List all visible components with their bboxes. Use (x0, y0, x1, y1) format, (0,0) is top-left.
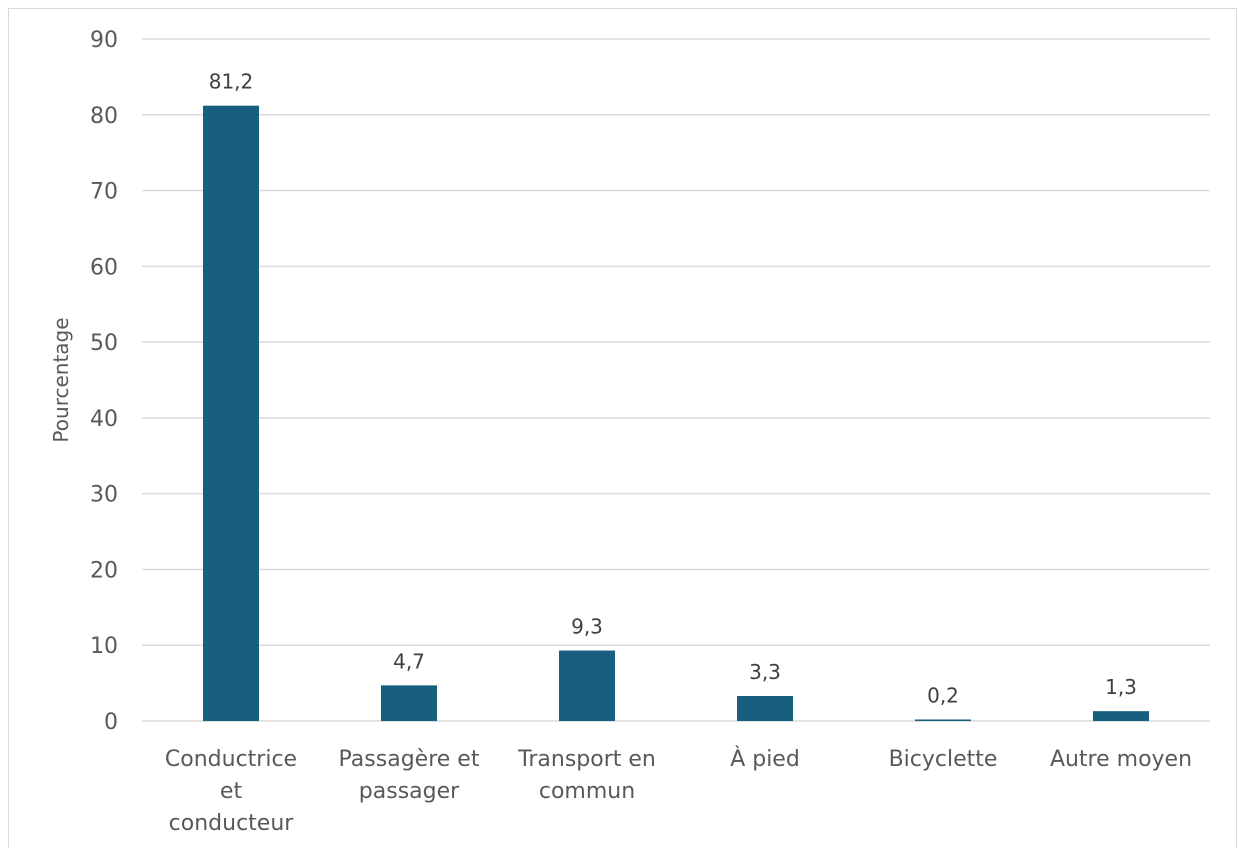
category-label: Transport en commun (517, 747, 656, 804)
gridlines (142, 38, 1210, 722)
bar (559, 650, 615, 721)
y-tick-label: 10 (90, 634, 118, 659)
data-label: 0,2 (927, 683, 959, 707)
data-label: 3,3 (749, 660, 781, 684)
bar (381, 685, 437, 721)
bar (1093, 711, 1149, 721)
y-tick-label: 70 (90, 180, 118, 205)
y-tick-label: 30 (90, 483, 118, 508)
y-tick-label: 80 (90, 104, 118, 129)
category-label: Bicyclette (889, 747, 998, 772)
y-tick-label: 40 (90, 407, 118, 432)
y-tick-label: 90 (90, 28, 118, 53)
x-axis-category-labels: Conductrice et conducteur Passagère et passa… (165, 746, 1192, 836)
y-tick-label: 0 (104, 710, 118, 735)
chart-frame (8, 8, 1237, 848)
data-label: 81,2 (209, 70, 254, 94)
category-label: Autre moyen (1050, 747, 1192, 772)
y-tick-label: 20 (90, 558, 118, 583)
y-axis-title: Pourcentage (49, 317, 73, 442)
data-labels: 81,2 4,7 9,3 3,3 0,2 1,3 (209, 70, 1137, 708)
y-tick-label: 60 (90, 255, 118, 280)
category-label: Conductrice et conducteur (165, 747, 297, 836)
category-label: Passagère et passager (339, 747, 480, 804)
y-tick-label: 50 (90, 331, 118, 356)
bar (915, 719, 971, 721)
bar (737, 695, 793, 721)
y-axis-tick-labels: 0 10 20 30 40 50 60 70 80 90 (90, 28, 118, 735)
category-label: À pied (730, 746, 800, 772)
bars (203, 105, 1149, 721)
bar (203, 105, 259, 721)
data-label: 1,3 (1105, 675, 1137, 699)
data-label: 4,7 (393, 649, 425, 673)
data-label: 9,3 (571, 615, 603, 639)
